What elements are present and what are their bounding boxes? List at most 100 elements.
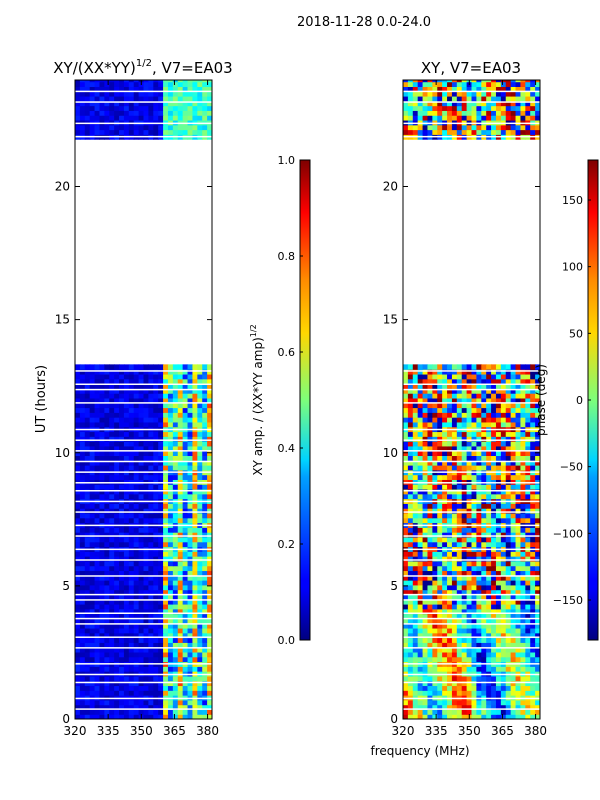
heatmap-cell: [437, 613, 443, 619]
heatmap-cell: [505, 603, 512, 610]
heatmap-cell: [471, 580, 477, 586]
heatmap-cell: [123, 541, 130, 548]
heatmap-cell: [114, 623, 120, 629]
heatmap-cell: [500, 402, 507, 409]
heatmap-cell: [182, 704, 189, 711]
heatmap-cell: [187, 393, 194, 399]
heatmap-cell: [167, 441, 174, 447]
heatmap-cell: [456, 714, 463, 719]
heatmap-cell: [177, 124, 184, 131]
heatmap-cell: [158, 613, 164, 619]
heatmap-cell: [192, 637, 198, 643]
heatmap-cell: [197, 637, 203, 643]
heatmap-cell: [187, 445, 194, 452]
heatmap-cell: [530, 584, 536, 591]
heatmap-cell: [172, 115, 179, 121]
heatmap-cell: [207, 709, 212, 715]
heatmap-cell: [133, 551, 140, 557]
heatmap-cell: [442, 656, 448, 663]
heatmap-cell: [79, 402, 86, 409]
heatmap-cell: [104, 618, 110, 624]
heatmap-cell: [525, 421, 531, 428]
heatmap-cell: [495, 613, 502, 619]
heatmap-cell: [109, 675, 115, 682]
heatmap-cell: [197, 508, 203, 514]
heatmap-cell: [520, 618, 526, 624]
heatmap-cell: [94, 575, 101, 581]
heatmap-cell: [535, 100, 540, 107]
heatmap-cell: [471, 503, 477, 509]
heatmap-cell: [471, 575, 477, 581]
heatmap-cell: [187, 675, 194, 682]
heatmap-cell: [451, 517, 458, 524]
heatmap-cell: [461, 699, 468, 706]
heatmap-cell: [447, 86, 453, 92]
heatmap-cell: [442, 603, 448, 610]
heatmap-cell: [535, 709, 540, 715]
heatmap-cell: [202, 589, 208, 595]
heatmap-cell: [94, 541, 101, 548]
heatmap-cell: [417, 100, 424, 107]
heatmap-cell: [481, 100, 487, 107]
heatmap-cell: [403, 690, 409, 696]
heatmap-cell: [437, 503, 443, 509]
heatmap-cell: [417, 412, 424, 418]
heatmap-cell: [192, 364, 198, 370]
heatmap-cell: [109, 685, 115, 691]
heatmap-cell: [197, 91, 203, 97]
heatmap-cell: [99, 570, 105, 576]
heatmap-cell: [510, 80, 517, 83]
heatmap-cell: [476, 95, 482, 102]
heatmap-cell: [148, 86, 154, 92]
heatmap-cell: [123, 551, 130, 557]
heatmap-cell: [94, 560, 101, 567]
heatmap-cell: [422, 575, 429, 581]
heatmap-cell: [75, 551, 81, 557]
heatmap-cell: [422, 364, 429, 370]
heatmap-cell: [403, 474, 409, 480]
heatmap-cell: [75, 632, 81, 639]
heatmap-cell: [84, 532, 91, 538]
heatmap-cell: [143, 369, 149, 375]
heatmap-cell: [133, 493, 140, 500]
heatmap-cell: [500, 508, 507, 514]
heatmap-cell: [417, 115, 424, 121]
heatmap-cell: [486, 105, 492, 111]
heatmap-cell: [515, 417, 522, 423]
heatmap-cell: [207, 560, 212, 567]
heatmap-cell: [407, 623, 414, 629]
heatmap-cell: [530, 110, 536, 116]
heatmap-cell: [192, 675, 198, 682]
heatmap-cell: [158, 599, 164, 605]
heatmap-cell: [163, 91, 169, 97]
heatmap-cell: [451, 560, 458, 567]
heatmap-cell: [202, 460, 208, 466]
heatmap-cell: [495, 647, 502, 653]
heatmap-cell: [456, 508, 463, 514]
heatmap-cell: [500, 373, 507, 380]
heatmap-cell: [530, 651, 536, 658]
heatmap-cell: [530, 565, 536, 572]
heatmap-cell: [442, 431, 448, 437]
heatmap-cell: [153, 441, 159, 447]
heatmap-cell: [133, 383, 140, 389]
flagged-row: [403, 101, 540, 103]
heatmap-cell: [94, 637, 101, 643]
heatmap-cell: [109, 618, 115, 624]
heatmap-cell: [119, 80, 125, 83]
heatmap-cell: [114, 541, 120, 548]
heatmap-cell: [500, 460, 507, 466]
heatmap-cell: [84, 378, 91, 385]
heatmap-cell: [143, 517, 149, 524]
heatmap-cell: [202, 560, 208, 567]
heatmap-cell: [417, 110, 424, 116]
heatmap-cell: [500, 580, 507, 586]
heatmap-cell: [432, 417, 438, 423]
heatmap-cell: [182, 632, 189, 639]
heatmap-cell: [481, 608, 487, 615]
heatmap-cell: [104, 488, 110, 495]
heatmap-cell: [207, 570, 212, 576]
heatmap-cell: [187, 556, 194, 562]
heatmap-cell: [94, 589, 101, 595]
heatmap-cell: [476, 575, 482, 581]
